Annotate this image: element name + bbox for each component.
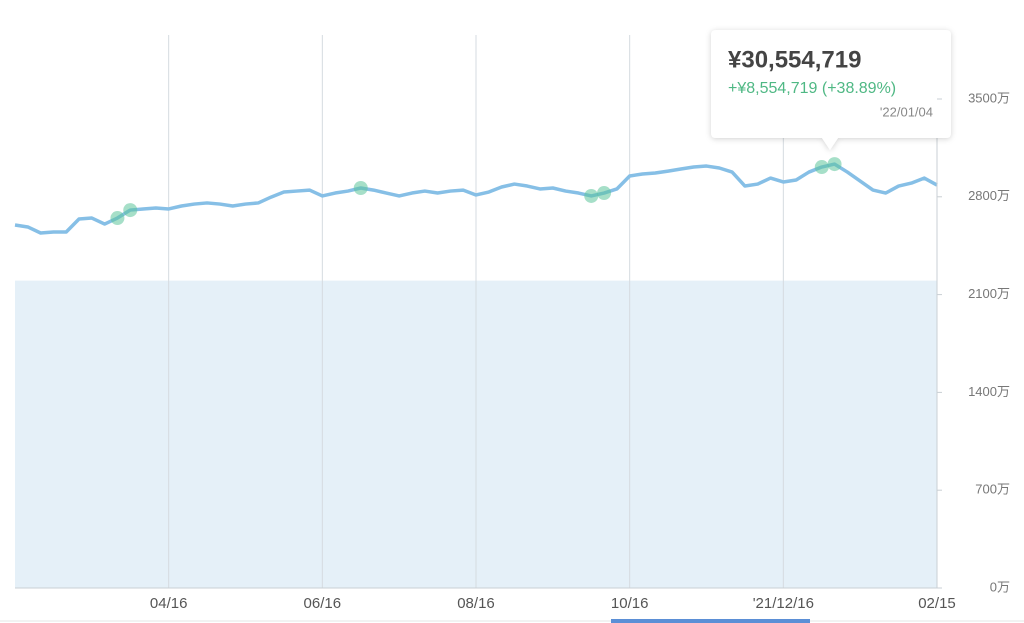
y-tick-label: 2800万	[968, 188, 1010, 203]
event-marker	[123, 203, 138, 218]
x-tick-label: 06/16	[304, 595, 342, 612]
tooltip: ¥30,554,719 +¥8,554,719 (+38.89%) '22/01…	[711, 30, 951, 150]
event-marker	[584, 188, 599, 203]
value-line	[14, 162, 938, 235]
event-marker	[814, 160, 829, 175]
x-tick-label: 10/16	[611, 595, 649, 612]
x-tick-label: 08/16	[457, 595, 495, 612]
tooltip-date: '22/01/04	[880, 104, 933, 119]
event-marker	[110, 211, 125, 226]
plot-area	[14, 35, 938, 588]
tooltip-change: +¥8,554,719 (+38.89%)	[728, 80, 896, 97]
y-tick-label: 3500万	[968, 90, 1010, 105]
x-tick-label: 04/16	[150, 595, 188, 612]
tooltip-box	[711, 30, 951, 150]
y-tick-label: 700万	[975, 482, 1010, 497]
event-marker	[353, 180, 368, 195]
y-tick-label: 1400万	[968, 384, 1010, 399]
x-tick-label: '21/12/16	[753, 595, 814, 612]
y-tick-label: 0万	[990, 579, 1010, 594]
x-tick-label: 02/15	[918, 595, 956, 612]
event-marker	[597, 186, 612, 201]
scrollbar-thumb[interactable]	[611, 619, 810, 623]
event-marker	[827, 157, 842, 172]
tooltip-value: ¥30,554,719	[728, 46, 861, 73]
y-tick-label: 2100万	[968, 286, 1010, 301]
